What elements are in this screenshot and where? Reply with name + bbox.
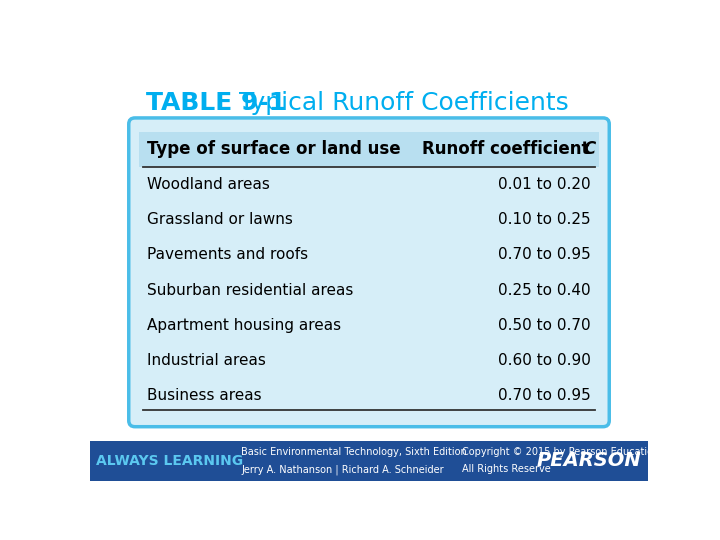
Text: Woodland areas: Woodland areas: [148, 177, 270, 192]
FancyBboxPatch shape: [90, 441, 648, 481]
Text: 0.60 to 0.90: 0.60 to 0.90: [498, 353, 590, 368]
Text: 0.10 to 0.25: 0.10 to 0.25: [498, 212, 590, 227]
Text: Industrial areas: Industrial areas: [148, 353, 266, 368]
Text: 0.50 to 0.70: 0.50 to 0.70: [498, 318, 590, 333]
Text: Type of surface or land use: Type of surface or land use: [148, 140, 401, 159]
Text: 0.01 to 0.20: 0.01 to 0.20: [498, 177, 590, 192]
Text: PEARSON: PEARSON: [537, 451, 642, 470]
Text: C: C: [584, 140, 596, 159]
Text: Typical Runoff Coefficients: Typical Runoff Coefficients: [239, 91, 569, 116]
Text: Jerry A. Nathanson | Richard A. Schneider: Jerry A. Nathanson | Richard A. Schneide…: [241, 464, 444, 475]
Text: Suburban residential areas: Suburban residential areas: [148, 282, 354, 298]
Text: Business areas: Business areas: [148, 388, 262, 403]
Text: TABLE 9-1: TABLE 9-1: [145, 91, 286, 116]
FancyBboxPatch shape: [139, 132, 599, 167]
Text: Grassland or lawns: Grassland or lawns: [148, 212, 293, 227]
Text: ALWAYS LEARNING: ALWAYS LEARNING: [96, 454, 243, 468]
Text: Apartment housing areas: Apartment housing areas: [148, 318, 341, 333]
Text: 0.70 to 0.95: 0.70 to 0.95: [498, 388, 590, 403]
FancyBboxPatch shape: [129, 118, 609, 427]
Text: Copyright © 2015 by Pearson Education, Inc: Copyright © 2015 by Pearson Education, I…: [462, 447, 680, 457]
Text: Pavements and roofs: Pavements and roofs: [148, 247, 308, 262]
Text: 0.70 to 0.95: 0.70 to 0.95: [498, 247, 590, 262]
Text: 0.25 to 0.40: 0.25 to 0.40: [498, 282, 590, 298]
Text: Basic Environmental Technology, Sixth Edition: Basic Environmental Technology, Sixth Ed…: [241, 447, 467, 457]
Text: Runoff coefficient: Runoff coefficient: [422, 140, 595, 159]
Text: All Rights Reserve: All Rights Reserve: [462, 464, 551, 474]
